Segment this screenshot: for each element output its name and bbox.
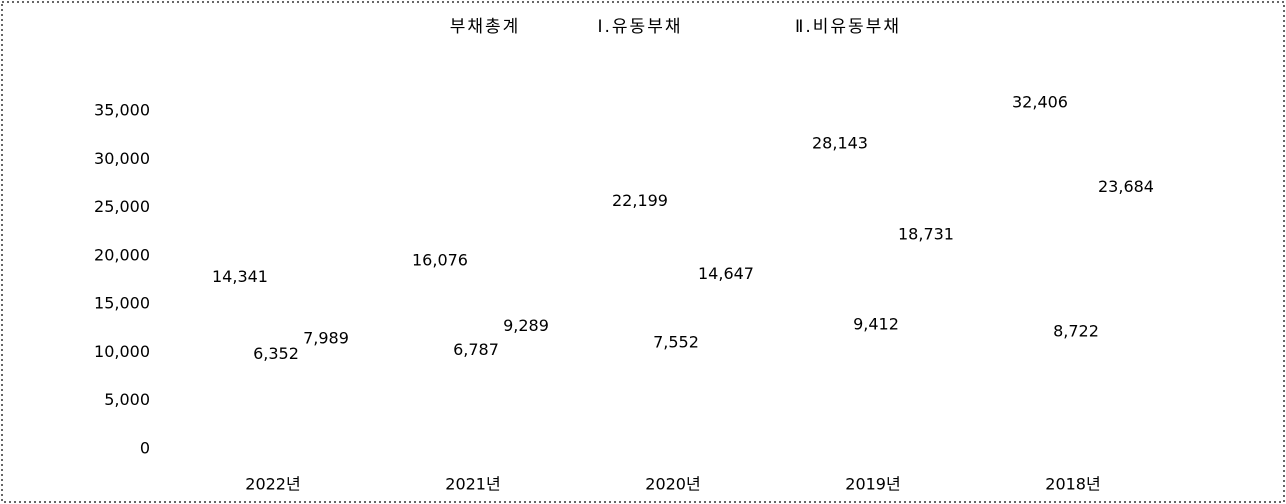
data-label: 32,406 [1012,93,1068,112]
legend-label: 부채총계 [450,17,521,37]
y-tick-label: 25,000 [94,197,150,216]
y-tick-label: 30,000 [94,149,150,168]
x-tick-label: 2020년 [645,475,700,494]
x-tick-label: 2022년 [245,475,300,494]
bar [711,308,741,449]
bar [825,177,855,449]
bar [1111,220,1141,449]
y-tick-label: 0 [140,439,150,458]
bar [311,372,341,449]
data-label: 9,289 [503,316,549,335]
y-tick-label: 10,000 [94,342,150,361]
data-label: 9,412 [853,315,899,334]
y-tick-label: 15,000 [94,294,150,313]
data-label: 14,341 [212,267,268,286]
bar [425,294,455,449]
bar [625,235,655,449]
bar [661,376,691,449]
bar [225,311,255,449]
data-label: 22,199 [612,191,668,210]
data-label: 23,684 [1098,177,1154,196]
data-label: 7,552 [653,333,699,352]
data-label: 7,989 [303,328,349,347]
legend-label: Ⅱ.비유동부채 [795,17,901,37]
y-tick-label: 5,000 [104,390,150,409]
data-label: 6,787 [453,340,499,359]
bar [261,388,291,449]
data-label: 8,722 [1053,321,1099,340]
y-tick-label: 35,000 [94,101,150,120]
bar [1061,365,1091,449]
data-label: 28,143 [812,134,868,153]
x-tick-label: 2019년 [845,475,900,494]
bar [911,268,941,449]
bar [511,359,541,449]
data-label: 14,647 [698,264,754,283]
x-tick-label: 2021년 [445,475,500,494]
bar [861,358,891,449]
data-label: 18,731 [898,225,954,244]
bar [1025,136,1055,449]
legend-label: Ⅰ.유동부채 [598,17,683,37]
data-label: 6,352 [253,344,299,363]
x-tick-label: 2018년 [1045,475,1100,494]
data-label: 16,076 [412,250,468,269]
bar [461,383,491,449]
y-tick-label: 20,000 [94,245,150,264]
